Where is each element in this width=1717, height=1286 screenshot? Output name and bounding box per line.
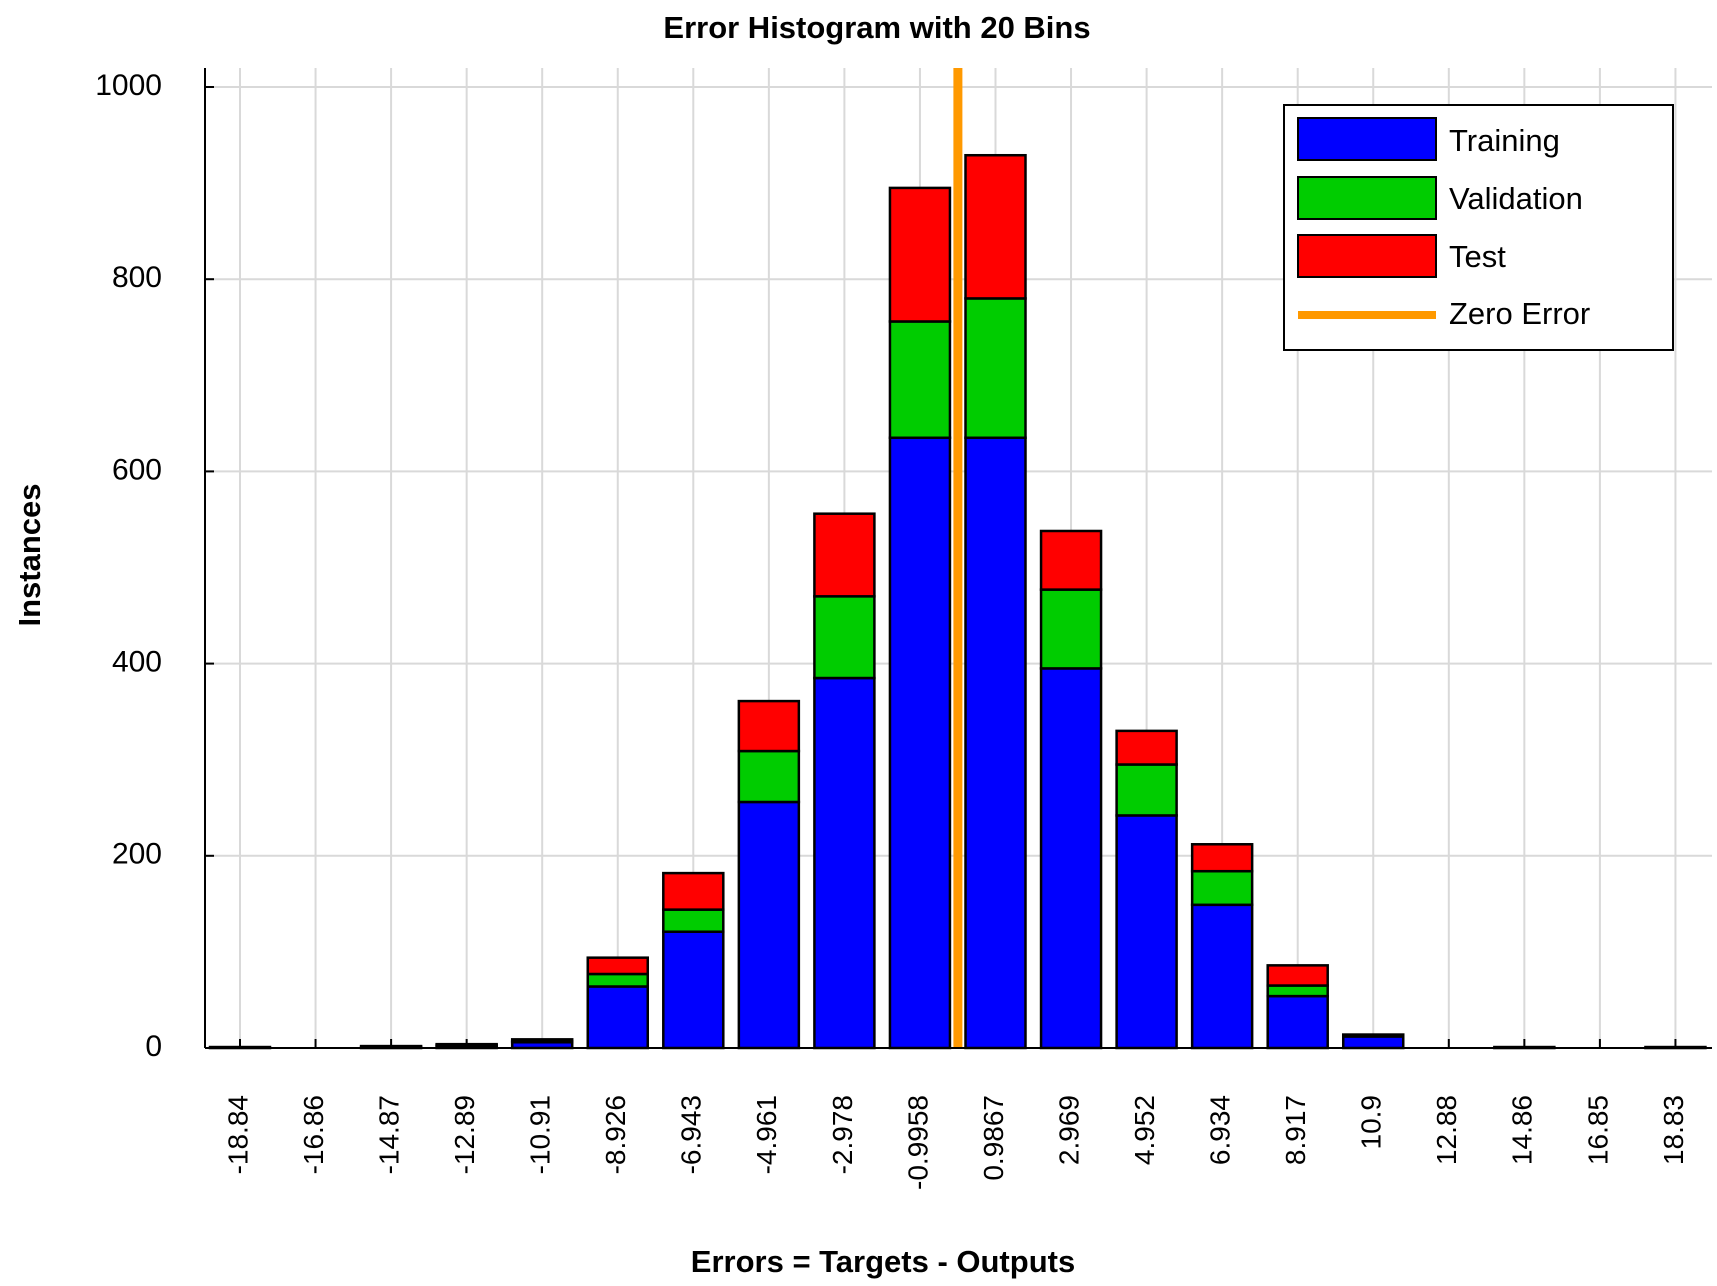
- bar-training-6: [662, 930, 725, 1050]
- x-tick-label-3: -12.89: [449, 1095, 480, 1174]
- x-axis-label: Errors = Targets - Outputs: [691, 1244, 1075, 1279]
- bar-training-5: [586, 985, 649, 1050]
- x-tick-labels: -18.84 -16.86 -14.87 -12.89 -10.91 -8.926 -6.9…: [222, 1095, 1688, 1190]
- bar-training-13: [1190, 903, 1254, 1050]
- x-tick-label-7: -4.961: [751, 1095, 782, 1174]
- legend-label-training: Training: [1449, 123, 1560, 158]
- bar-training-15: [1342, 1035, 1405, 1050]
- x-tick-label-1: -16.86: [298, 1095, 329, 1174]
- x-tick-label-17: 14.86: [1507, 1095, 1538, 1165]
- y-tick-label-1000: 1000: [95, 69, 162, 102]
- bar-test-13: [1190, 843, 1254, 873]
- legend-label-validation: Validation: [1449, 181, 1583, 216]
- bar-validation-11: [1039, 588, 1103, 670]
- x-tick-label-15: 10.9: [1356, 1095, 1387, 1150]
- bar-training-8: [813, 676, 876, 1050]
- y-tick-label-600: 600: [112, 453, 162, 486]
- x-tick-label-9: -0.9958: [902, 1095, 933, 1190]
- legend: Training Validation Test Zero Error: [1283, 104, 1674, 351]
- bar-validation-12: [1115, 763, 1178, 817]
- bar-training-12: [1115, 814, 1178, 1050]
- legend-swatch-validation: [1297, 176, 1437, 220]
- legend-label-zero-error: Zero Error: [1449, 296, 1590, 331]
- y-tick-label-800: 800: [112, 261, 162, 294]
- bar-test-9: [888, 186, 952, 323]
- bar-test-14: [1266, 964, 1329, 987]
- axes: [204, 68, 1712, 1049]
- y-tick-label-200: 200: [112, 838, 162, 871]
- bar-validation-10: [964, 297, 1027, 440]
- x-tick-label-0: -18.84: [222, 1095, 253, 1174]
- bar-training-14: [1266, 994, 1329, 1050]
- x-tick-label-6: -6.943: [676, 1095, 707, 1174]
- x-tick-label-8: -2.978: [827, 1095, 858, 1174]
- bar-training-9: [888, 436, 952, 1050]
- legend-label-test: Test: [1449, 239, 1506, 274]
- bar-test-11: [1039, 529, 1103, 591]
- bar-test-4: [510, 1038, 574, 1043]
- x-tick-label-12: 4.952: [1129, 1095, 1160, 1165]
- bar-test-10: [964, 153, 1027, 300]
- x-tick-label-18: 16.85: [1582, 1095, 1613, 1165]
- bar-test-15: [1342, 1033, 1405, 1037]
- bar-test-3: [435, 1042, 498, 1047]
- bar-validation-6: [662, 908, 725, 933]
- x-tick-label-16: 12.88: [1431, 1095, 1462, 1165]
- x-tick-label-10: 0.9867: [978, 1095, 1009, 1181]
- bar-test-2: [359, 1044, 423, 1049]
- bar-validation-5: [586, 972, 649, 988]
- bar-test-5: [586, 956, 649, 976]
- x-tick-label-19: 18.83: [1658, 1095, 1689, 1165]
- bar-validation-7: [737, 749, 801, 804]
- bar-validation-13: [1190, 869, 1254, 907]
- legend-swatch-test: [1297, 234, 1437, 278]
- x-tick-label-14: 8.917: [1280, 1095, 1311, 1165]
- bar-validation-14: [1266, 984, 1329, 998]
- bar-test-8: [813, 512, 876, 598]
- x-tick-label-2: -14.87: [373, 1095, 404, 1174]
- legend-swatch-training: [1297, 117, 1437, 161]
- bar-test-12: [1115, 729, 1178, 766]
- chart-title: Error Histogram with 20 Bins: [663, 10, 1090, 45]
- y-tick-labels: 0 200 400 600 800 1000: [95, 69, 162, 1063]
- bar-validation-8: [813, 595, 876, 680]
- y-axis-label: Instances: [12, 483, 47, 626]
- y-tick-label-0: 0: [145, 1030, 162, 1063]
- y-tick-label-400: 400: [112, 646, 162, 679]
- bar-test-7: [737, 699, 801, 753]
- x-tick-label-5: -8.926: [600, 1095, 631, 1174]
- bar-training-11: [1039, 667, 1103, 1050]
- bar-validation-9: [888, 320, 952, 440]
- histogram-bars: [208, 153, 1707, 1050]
- x-tick-label-11: 2.969: [1053, 1095, 1084, 1165]
- x-tick-label-4: -10.91: [525, 1095, 556, 1174]
- bar-training-10: [964, 436, 1027, 1050]
- bar-test-6: [662, 871, 725, 911]
- bar-training-7: [737, 800, 801, 1050]
- x-tick-label-13: 6.934: [1205, 1095, 1236, 1165]
